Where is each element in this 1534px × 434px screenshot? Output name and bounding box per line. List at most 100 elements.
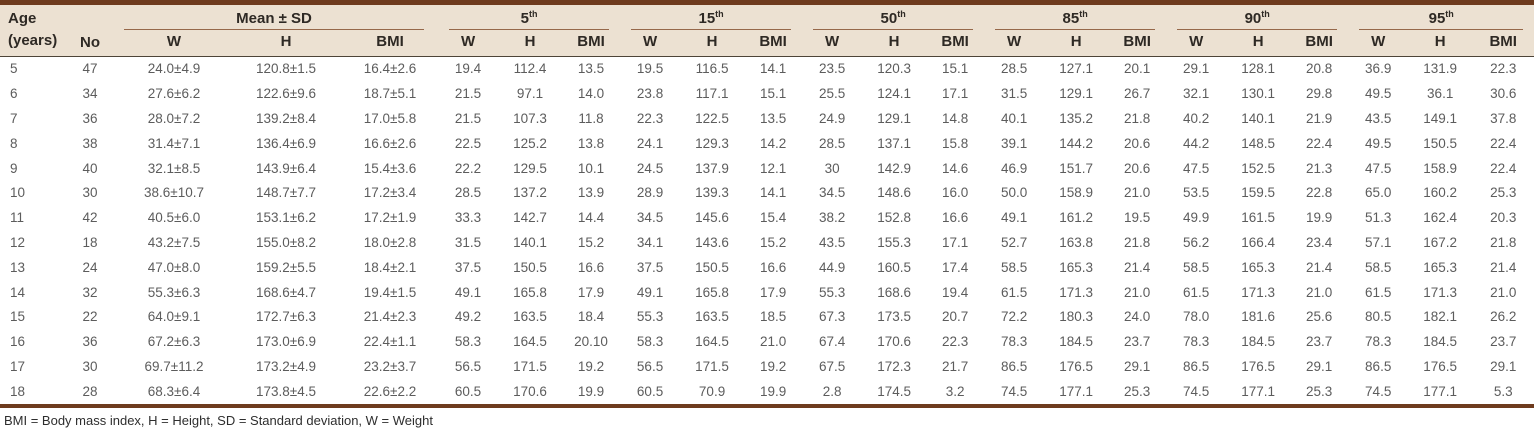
p50-h-cell: 155.3 (877, 234, 911, 250)
p90-bmi-cell: 20.8 (1306, 61, 1333, 77)
p15-h-cell: 122.5 (695, 110, 729, 126)
p15-bmi-cell: 16.6 (759, 259, 787, 275)
p90-bmi-cell: 25.6 (1306, 309, 1333, 325)
p85-bmi-cell: 24.0 (1124, 309, 1151, 325)
p5-bmi-cell: 20.10 (574, 334, 608, 350)
p5-bmi-cell: 14.4 (577, 210, 605, 226)
subcol-header-w: W (620, 29, 681, 57)
mean-w-cell: 38.6±10.7 (144, 185, 204, 201)
p95-bmi-cell: 21.0 (1490, 284, 1517, 300)
p95-h-cell: 184.5 (1423, 334, 1458, 350)
mean-h-cell: 153.1±6.2 (256, 210, 316, 226)
p95-h-cell: 36.1 (1427, 86, 1454, 102)
p5-bmi-cell: 11.8 (578, 110, 604, 126)
table-row: 12 18 43.2±7.5 155.0±8.2 18.0±2.8 31.5 140.1 15… (0, 230, 1534, 255)
p90-w-cell: 56.2 (1183, 234, 1210, 250)
age-cell: 13 (10, 259, 26, 275)
table-row: 7 36 28.0±7.2 139.2±8.4 17.0±5.8 21.5 107.3 11.… (0, 106, 1534, 131)
p90-w-cell: 78.3 (1183, 334, 1210, 350)
p95-w-cell: 49.5 (1365, 86, 1392, 102)
p95-h-cell: 158.9 (1423, 160, 1458, 176)
p50-w-cell: 25.5 (818, 86, 846, 102)
mean-w-cell: 64.0±9.1 (147, 309, 201, 325)
p95-bmi-cell: 22.4 (1490, 160, 1517, 176)
p15-bmi-cell: 14.1 (759, 61, 787, 77)
p90-bmi-cell: 29.8 (1306, 86, 1333, 102)
p95-w-cell: 49.5 (1365, 135, 1392, 151)
age-header-line1: Age (8, 10, 37, 27)
group-header-5th-percentile: 5th (438, 5, 620, 30)
mean-w-cell: 47.0±8.0 (147, 259, 201, 275)
p15-h-cell: 129.3 (695, 135, 729, 151)
p5-bmi-cell: 16.6 (577, 259, 605, 275)
no-cell: 24 (82, 259, 98, 275)
p50-h-cell: 173.5 (877, 309, 911, 325)
group-header-15th-percentile: 15th (620, 5, 802, 30)
table-body: 5 47 24.0±4.9 120.8±1.5 16.4±2.6 19.4 112.4 13.… (0, 56, 1534, 404)
p50-bmi-cell: 19.4 (941, 284, 969, 300)
p15-h-cell: 143.6 (695, 234, 729, 250)
p50-h-cell: 170.6 (877, 334, 911, 350)
p5-h-cell: 150.5 (513, 259, 547, 275)
age-cell: 5 (10, 61, 18, 77)
p90-w-cell: 29.1 (1183, 61, 1210, 77)
p5-w-cell: 21.5 (454, 110, 482, 126)
subcol-header-w: W (802, 29, 863, 57)
mean-bmi-cell: 21.4±2.3 (363, 309, 417, 325)
p95-w-cell: 74.5 (1365, 383, 1392, 399)
p95-bmi-cell: 26.2 (1490, 309, 1517, 325)
p5-w-cell: 58.3 (454, 334, 482, 350)
p50-w-cell: 67.3 (818, 309, 846, 325)
table-row: 16 36 67.2±6.3 173.0±6.9 22.4±1.1 58.3 164.5 20… (0, 329, 1534, 354)
p95-h-cell: 167.2 (1423, 234, 1458, 250)
p50-w-cell: 55.3 (818, 284, 846, 300)
p15-h-cell: 137.9 (695, 160, 729, 176)
p95-bmi-cell: 22.4 (1490, 135, 1517, 151)
subcol-header-h: H (680, 29, 745, 57)
p90-h-cell: 177.1 (1241, 383, 1276, 399)
p50-bmi-cell: 15.1 (941, 61, 969, 77)
mean-bmi-cell: 19.4±1.5 (363, 284, 417, 300)
subcol-header-w: W (118, 29, 230, 57)
p85-h-cell: 176.5 (1059, 358, 1094, 374)
p5-w-cell: 28.5 (454, 185, 482, 201)
p90-bmi-cell: 23.7 (1306, 334, 1333, 350)
p50-w-cell: 2.8 (822, 383, 842, 399)
p85-h-cell: 171.3 (1059, 284, 1094, 300)
subcol-header-bmi: BMI (926, 29, 985, 57)
p15-w-cell: 34.5 (636, 210, 664, 226)
p95-w-cell: 78.3 (1365, 334, 1392, 350)
subcol-header-h: H (862, 29, 927, 57)
p15-w-cell: 23.8 (636, 86, 664, 102)
p85-bmi-cell: 19.5 (1124, 210, 1151, 226)
p95-bmi-cell: 30.6 (1490, 86, 1517, 102)
p95-bmi-cell: 37.8 (1490, 110, 1517, 126)
p5-w-cell: 22.5 (454, 135, 482, 151)
mean-h-cell: 173.2±4.9 (256, 358, 316, 374)
p85-h-cell: 129.1 (1059, 86, 1094, 102)
mean-bmi-cell: 22.6±2.2 (363, 383, 417, 399)
mean-w-cell: 69.7±11.2 (144, 358, 204, 374)
p15-bmi-cell: 17.9 (759, 284, 787, 300)
p5-bmi-cell: 13.5 (577, 61, 605, 77)
p95-w-cell: 51.3 (1365, 210, 1392, 226)
p50-bmi-cell: 17.1 (941, 234, 969, 250)
p15-bmi-cell: 15.1 (759, 86, 787, 102)
p50-bmi-cell: 16.6 (941, 210, 969, 226)
p15-bmi-cell: 13.5 (759, 110, 787, 126)
p90-bmi-cell: 19.9 (1306, 210, 1333, 226)
p85-bmi-cell: 21.0 (1124, 185, 1151, 201)
group-header-row: Age (years) No Mean ± SD 5th 15th 50th (0, 5, 1534, 57)
p95-h-cell: 176.5 (1423, 358, 1458, 374)
p15-w-cell: 24.1 (636, 135, 664, 151)
p85-bmi-cell: 25.3 (1124, 383, 1151, 399)
p50-h-cell: 137.1 (877, 135, 911, 151)
p5-bmi-cell: 14.0 (577, 86, 605, 102)
p90-w-cell: 86.5 (1183, 358, 1210, 374)
mean-bmi-cell: 18.4±2.1 (363, 259, 417, 275)
p90-bmi-cell: 21.4 (1306, 259, 1333, 275)
p15-w-cell: 60.5 (636, 383, 664, 399)
anthropometry-table: Age (years) No Mean ± SD 5th 15th 50th (0, 5, 1534, 404)
no-cell: 22 (82, 309, 98, 325)
p5-h-cell: 142.7 (513, 210, 547, 226)
